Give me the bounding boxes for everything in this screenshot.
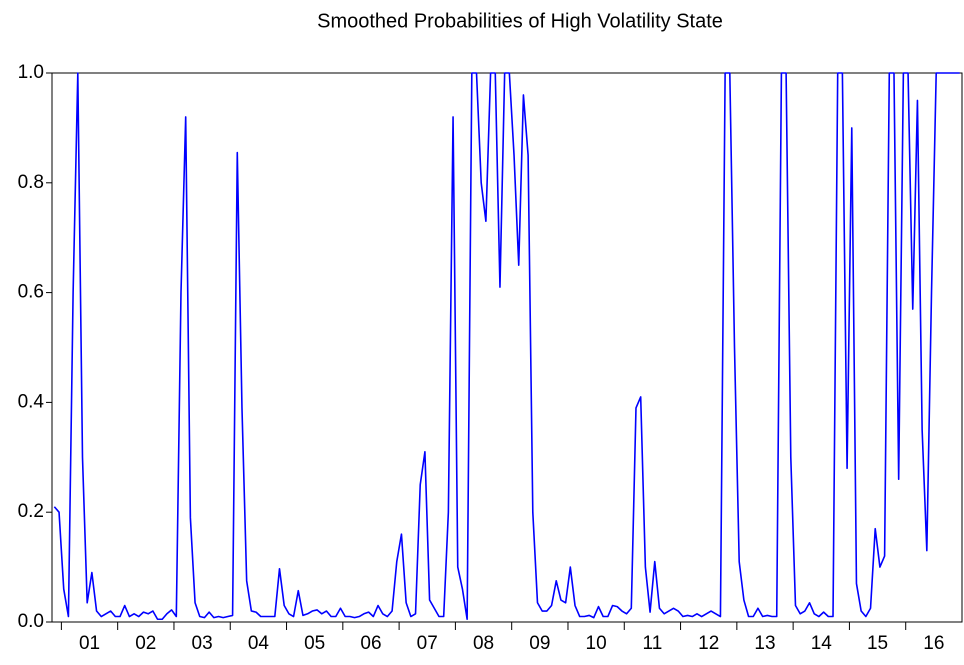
x-tick-label: 16	[923, 633, 944, 654]
x-tick-label: 09	[529, 633, 550, 654]
x-tick-label: 02	[135, 633, 156, 654]
y-tick-label: 0.2	[18, 501, 44, 522]
x-tick-label: 05	[304, 633, 325, 654]
x-tick-label: 07	[417, 633, 438, 654]
y-tick-label: 0.0	[18, 611, 44, 632]
x-tick-label: 10	[586, 633, 607, 654]
x-tick-label: 04	[248, 633, 270, 654]
x-tick-label: 14	[811, 633, 833, 654]
x-tick-label: 12	[698, 633, 719, 654]
x-tick-label: 03	[192, 633, 213, 654]
x-tick-label: 06	[360, 633, 381, 654]
x-tick-label: 15	[867, 633, 888, 654]
data-line	[53, 72, 960, 621]
x-tick-label: 13	[754, 633, 775, 654]
x-tick-label: 11	[643, 633, 663, 654]
y-tick-label: 0.8	[18, 172, 44, 193]
y-tick-label: 0.6	[18, 282, 44, 303]
x-tick-label: 01	[79, 633, 100, 654]
y-tick-label: 0.4	[18, 391, 45, 412]
chart-title: Smoothed Probabilities of High Volatilit…	[317, 10, 723, 32]
y-tick-label: 1.0	[18, 62, 44, 83]
x-tick-label: 08	[473, 633, 494, 654]
